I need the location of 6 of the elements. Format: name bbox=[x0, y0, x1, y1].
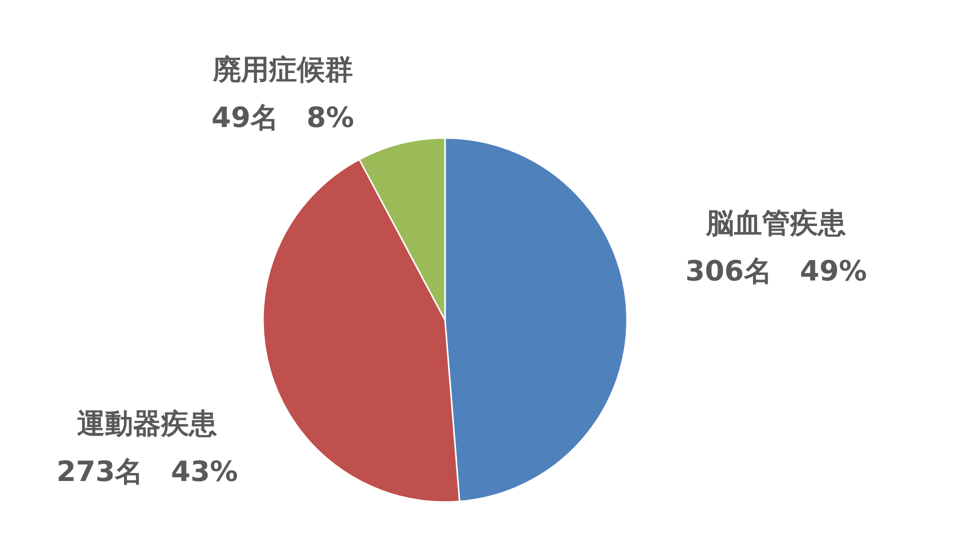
data-label: 306名 49% bbox=[685, 254, 867, 288]
slice-label: 脳血管疾患 bbox=[705, 206, 846, 240]
data-label: 49名 8% bbox=[212, 100, 354, 134]
slice-label: 廃用症候群 bbox=[212, 52, 353, 86]
data-label: 273名 43% bbox=[56, 454, 238, 488]
slice-label: 運動器疾患 bbox=[77, 406, 218, 440]
